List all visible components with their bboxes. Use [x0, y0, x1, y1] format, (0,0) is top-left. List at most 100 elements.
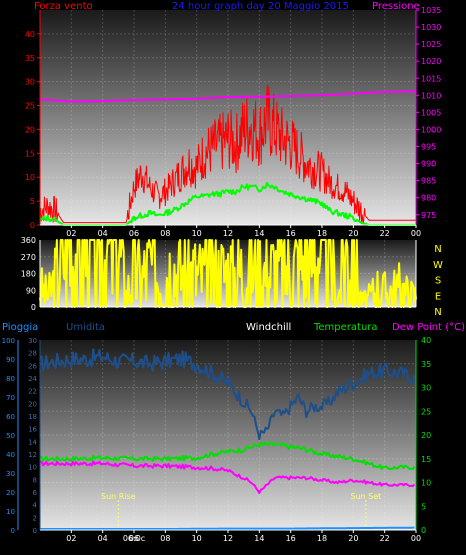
temperature-label: Temperatura — [313, 322, 378, 333]
x-tick-label: 12 — [223, 229, 233, 238]
humidity-tick-label: 12 — [28, 451, 37, 459]
x-tick-label: 08 — [160, 534, 170, 543]
y-left-tick-label: 90 — [26, 286, 36, 295]
rain-tick-label: 0 — [11, 527, 15, 535]
x-tick-label: 16 — [286, 229, 296, 238]
y-right-tick-label: 990 — [421, 160, 436, 169]
y-right-tick-label: 1035 — [421, 6, 441, 15]
wind-axes: 0510152025303540975980985990995100010051… — [25, 6, 442, 238]
x-tick-label: 14 — [254, 229, 264, 238]
x-tick-label: 04 — [98, 229, 108, 238]
rain-tick-label: 30 — [6, 470, 15, 478]
chart-title: 24 hour graph day 20 Maggio 2015 — [172, 1, 349, 12]
y-right-tick-label: 985 — [421, 177, 436, 186]
x-tick-label: 18 — [317, 534, 327, 543]
y-right-tick-label: 975 — [421, 211, 436, 220]
humidity-tick-label: 6 — [33, 489, 38, 497]
rain-tick-label: 20 — [6, 489, 15, 497]
humidity-tick-label: 0 — [33, 527, 37, 535]
y-left-tick-label: 0 — [30, 221, 35, 230]
y-right-tick-label: 10 — [421, 479, 431, 488]
y-left-tick-label: 270 — [21, 253, 36, 262]
compass-label: N — [434, 244, 441, 255]
y-right-tick-label: 0 — [421, 526, 426, 535]
x-tick-label: 06 — [129, 229, 139, 238]
rain-tick-label: 40 — [6, 451, 15, 459]
pressure-line — [39, 90, 417, 103]
y-right-tick-label: 20 — [421, 431, 431, 440]
x-tick-label: 14 — [254, 534, 264, 543]
y-right-tick-label: 1020 — [421, 57, 441, 66]
sun-annotations: Sun Rise Sun Set — [101, 492, 381, 530]
y-left-tick-label: 25 — [25, 102, 35, 111]
x-tick-label: 10 — [192, 534, 202, 543]
y-left-tick-label: 35 — [25, 54, 35, 63]
x-tick-label: 20 — [348, 229, 358, 238]
wind-axis-label: Forza vento — [34, 1, 93, 12]
y-right-tick-label: 1025 — [421, 40, 441, 49]
pressure-axis-label: Pressione — [372, 1, 420, 12]
y-right-tick-label: 980 — [421, 194, 436, 203]
x-tick-label: 08 — [160, 229, 170, 238]
x-tick-label-extra: 06:0c — [123, 534, 145, 543]
x-tick-label: 22 — [380, 229, 390, 238]
y-right-tick-label: 15 — [421, 455, 431, 464]
rain-tick-label: 60 — [6, 413, 15, 421]
humidity-tick-label: 10 — [28, 464, 37, 472]
x-tick-label: 00 — [411, 229, 421, 238]
temp-series — [39, 348, 416, 530]
y-right-tick-label: 1010 — [421, 91, 441, 100]
y-left-tick-label: 30 — [25, 78, 35, 87]
dewpoint-label: Dew Point (°C) — [392, 322, 465, 333]
humidity-tick-label: 14 — [28, 438, 37, 446]
y-left-tick-label: 20 — [25, 125, 35, 134]
compass-label: W — [433, 260, 443, 271]
y-left-tick-label: 15 — [25, 149, 35, 158]
x-tick-label: 22 — [380, 534, 390, 543]
y-left-tick-label: 10 — [25, 173, 35, 182]
rain-tick-label: 70 — [6, 394, 15, 402]
y-right-tick-label: 995 — [421, 143, 436, 152]
humidity-tick-label: 28 — [28, 350, 37, 358]
humidity-tick-label: 4 — [33, 502, 38, 510]
y-right-tick-label: 25 — [421, 407, 431, 416]
rain-tick-label: 100 — [2, 337, 15, 345]
temperature-line — [39, 441, 416, 471]
sun-marker-label: Sun Rise — [101, 492, 136, 501]
x-tick-label: 04 — [98, 534, 108, 543]
y-right-tick-label: 1000 — [421, 125, 441, 134]
x-tick-label: 12 — [223, 534, 233, 543]
temp-axes: 0102030405060708090100024681012141618202… — [2, 336, 432, 543]
y-right-tick-label: 30 — [421, 384, 431, 393]
rain-line — [40, 526, 415, 530]
humidity-tick-label: 22 — [28, 388, 37, 396]
humidity-axis-label: Umidita — [66, 322, 105, 333]
x-tick-label: 16 — [286, 534, 296, 543]
rain-tick-label: 10 — [6, 508, 15, 516]
y-right-tick-label: 1005 — [421, 108, 441, 117]
compass-label: S — [435, 276, 441, 287]
y-right-tick-label: 40 — [421, 336, 431, 345]
x-tick-label: 02 — [66, 229, 76, 238]
rain-axis-label: Pioggia — [2, 322, 38, 333]
humidity-tick-label: 20 — [28, 400, 37, 408]
sun-marker-label: Sun Set — [350, 492, 381, 501]
x-tick-label: 20 — [348, 534, 358, 543]
temp-plot-area — [40, 340, 416, 530]
humidity-tick-label: 30 — [28, 337, 37, 345]
wind-speed-panel: 0510152025303540975980985990995100010051… — [25, 1, 442, 238]
humidity-tick-label: 18 — [28, 413, 37, 421]
y-right-tick-label: 5 — [421, 502, 426, 511]
humidity-tick-label: 24 — [28, 375, 37, 383]
x-tick-label: 00 — [411, 534, 421, 543]
rain-tick-label: 50 — [6, 432, 15, 440]
x-tick-label: 18 — [317, 229, 327, 238]
direction-axes: 0 90 180 270 360 — [21, 236, 417, 312]
humidity-tick-label: 8 — [33, 476, 37, 484]
humidity-line — [39, 348, 416, 441]
direction-series — [39, 239, 417, 308]
compass-label: E — [435, 291, 441, 302]
